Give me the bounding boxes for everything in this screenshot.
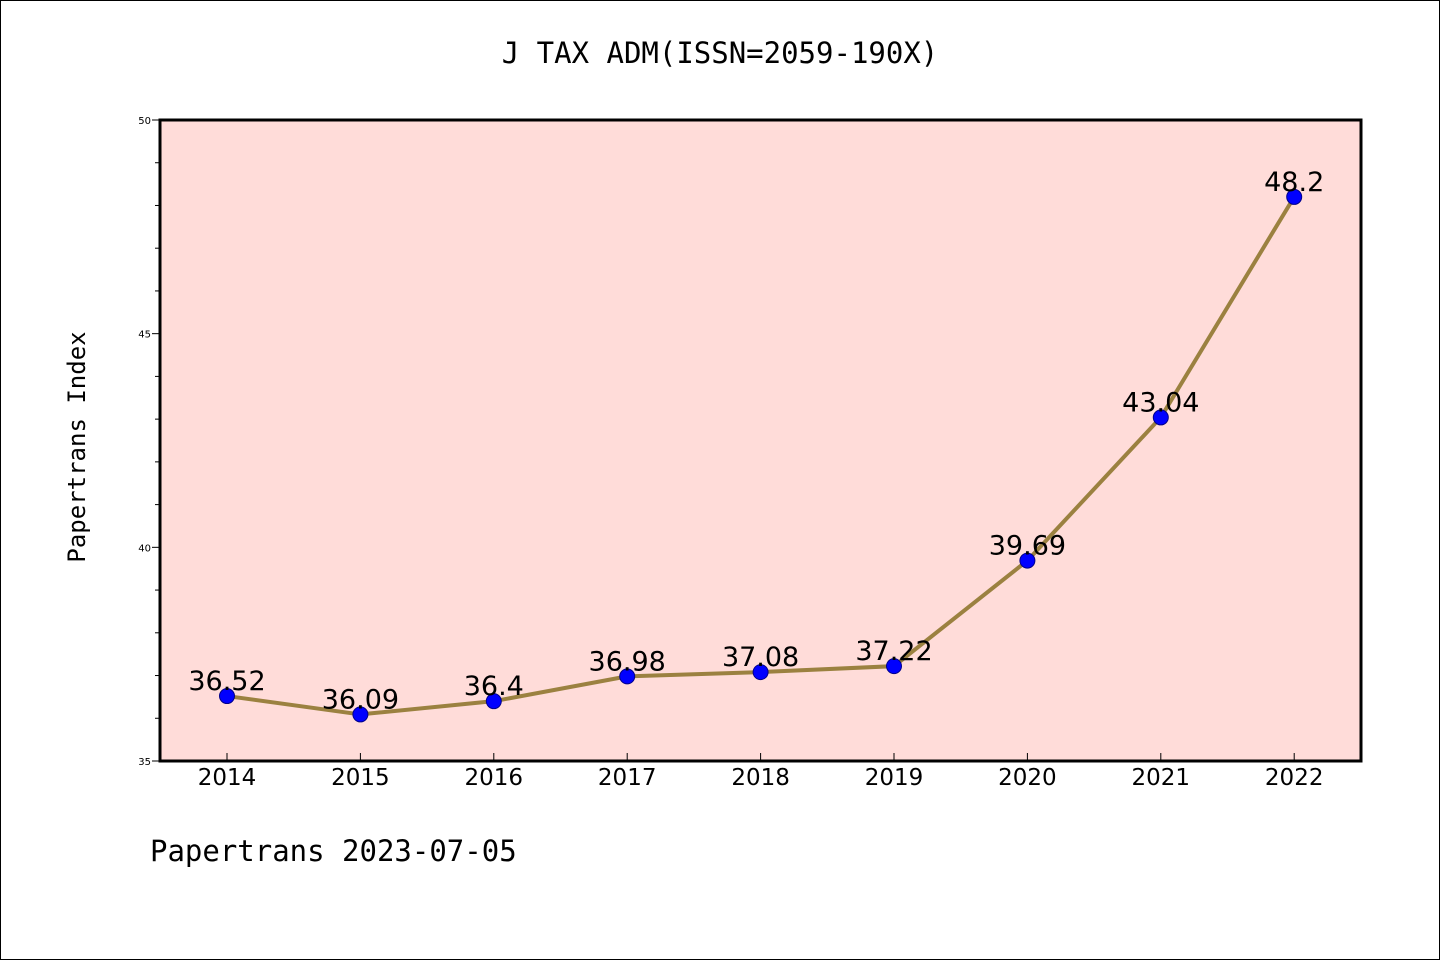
data-label: 36.09 [322,684,399,715]
data-label: 36.98 [589,646,666,677]
y-tick-label: 50 [138,116,151,127]
data-point [352,706,369,723]
data-point [886,658,902,675]
x-tick-label: 2022 [1265,765,1324,791]
series-layer: 36.52 36.09 36.4 36.98 37.08 37.22 39.69 43.04 4… [188,167,1324,723]
data-point [1152,409,1169,426]
footer-note: Papertrans 2023-07-05 [150,834,517,868]
x-axis: 2014 2015 2016 2017 2018 2019 2020 2021 2022 [198,753,1324,791]
y-tick-label: 45 [138,330,151,341]
y-axis-title: Papertrans Index [63,331,91,562]
x-tick-label: 2019 [865,765,924,791]
x-tick-label: 2016 [465,765,524,791]
data-label: 48.2 [1264,167,1324,198]
data-label: 37.22 [855,636,932,667]
chart-title: J TAX ADM(ISSN=2059-190X) [501,36,939,70]
x-tick-label: 2021 [1132,765,1191,791]
data-point [619,668,636,685]
data-label: 37.08 [722,642,799,673]
data-point [1286,188,1303,205]
x-tick-label: 2017 [598,765,657,791]
data-label: 36.4 [464,671,524,702]
y-axis: 35 40 45 50 [138,116,160,768]
data-label: 39.69 [989,531,1066,562]
data-point [752,664,769,681]
x-tick-label: 2014 [198,765,257,791]
data-point [1019,552,1036,569]
plot-area [158,118,1363,763]
x-tick-label: 2020 [998,765,1057,791]
data-label: 36.52 [188,666,265,697]
x-tick-label: 2018 [731,765,790,791]
x-tick-label: 2015 [331,765,390,791]
y-tick-label: 35 [138,757,151,768]
data-point [219,688,235,705]
data-label: 43.04 [1122,387,1199,418]
data-point [485,693,502,710]
y-tick-label: 40 [138,543,151,554]
